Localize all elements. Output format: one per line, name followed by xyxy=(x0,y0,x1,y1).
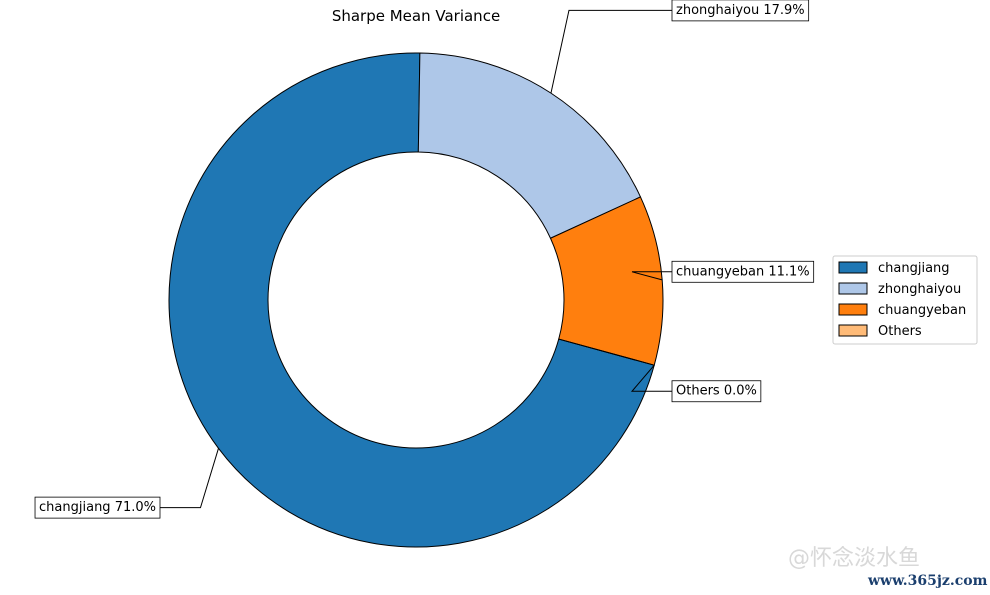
slice-label-chuangyeban: chuangyeban 11.1% xyxy=(671,260,815,283)
leader-line-changjiang xyxy=(160,448,219,509)
donut-slices xyxy=(168,52,664,548)
slice-changjiang xyxy=(168,52,655,548)
legend-label-changjiang: changjiang xyxy=(878,261,950,276)
slice-labels: changjiang 71.0% zhonghaiyou 17.9% chuangy… xyxy=(34,0,815,519)
slice-chuangyeban xyxy=(549,196,664,366)
slice-label-zhonghaiyou: zhonghaiyou 17.9% xyxy=(671,0,810,22)
slice-label-text: Others 0.0% xyxy=(676,384,757,399)
legend-swatch-others xyxy=(838,324,868,337)
legend-swatch-chuangyeban xyxy=(838,303,868,316)
watermark: @怀念淡水鱼 www.365jz.com xyxy=(788,546,988,589)
slice-label-text: zhonghaiyou 17.9% xyxy=(676,3,805,18)
legend-label-others: Others xyxy=(878,324,922,339)
watermark-url: www.365jz.com xyxy=(867,573,988,589)
slice-label-box xyxy=(34,496,161,519)
watermark-handle: @怀念淡水鱼 xyxy=(788,546,920,571)
slice-label-text: chuangyeban 11.1% xyxy=(676,264,810,279)
slice-zhonghaiyou xyxy=(417,52,642,239)
slice-label-box xyxy=(671,380,762,403)
legend-swatch-zhonghaiyou xyxy=(838,282,868,295)
leader-line-zhonghaiyou xyxy=(550,9,672,94)
legend-frame xyxy=(832,255,978,345)
slice-label-others: Others 0.0% xyxy=(671,380,762,403)
slice-others xyxy=(558,338,655,366)
chart-title: Sharpe Mean Variance xyxy=(332,7,500,25)
slice-label-changjiang: changjiang 71.0% xyxy=(34,496,161,519)
label-leader-lines xyxy=(160,9,672,509)
leader-line-others xyxy=(630,364,672,392)
legend-label-chuangyeban: chuangyeban xyxy=(878,303,966,318)
legend: changjiang zhonghaiyou chuangyeban Others xyxy=(832,255,978,345)
slice-label-box xyxy=(671,260,815,283)
legend-label-zhonghaiyou: zhonghaiyou xyxy=(878,282,961,297)
slice-label-text: changjiang 71.0% xyxy=(39,500,156,515)
leader-line-chuangyeban xyxy=(631,271,672,281)
slice-label-box xyxy=(671,0,810,22)
legend-swatch-changjiang xyxy=(838,261,868,274)
